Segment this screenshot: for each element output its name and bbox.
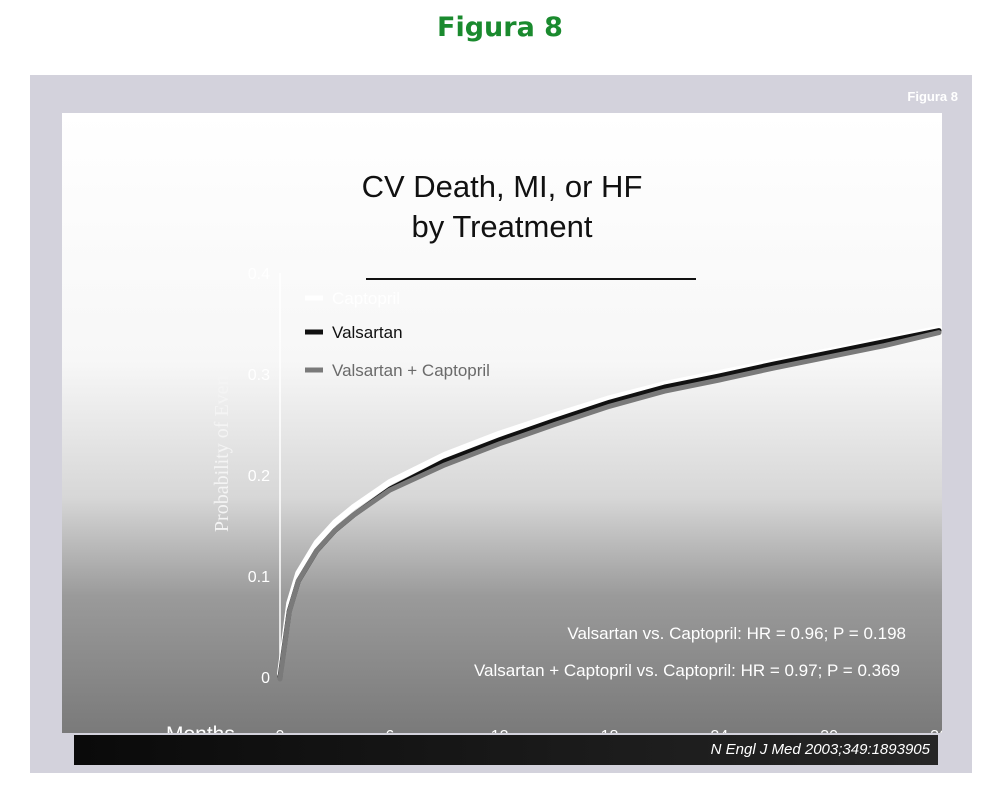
x-tick-label: 24 xyxy=(710,728,728,733)
figure-caption: Figura 8 xyxy=(437,12,563,43)
y-axis-label: Probability of Event xyxy=(211,369,233,532)
annotation-valsartan-vs-captopril: Valsartan vs. Captopril: HR = 0.96; P = … xyxy=(567,624,906,643)
legend: Captopril Valsartan Valsartan + Captopri… xyxy=(305,289,490,380)
slide-title-line2: by Treatment xyxy=(411,209,593,244)
title-underline xyxy=(366,278,696,280)
y-tick-label: 0.3 xyxy=(248,367,270,384)
legend-label-captopril: Captopril xyxy=(332,289,400,308)
citation: N Engl J Med 2003;349:1893905 xyxy=(710,741,930,758)
annotation-combo-vs-captopril: Valsartan + Captopril vs. Captopril: HR … xyxy=(474,661,900,680)
legend-label-combo: Valsartan + Captopril xyxy=(332,361,490,380)
series-line-captopril xyxy=(277,325,942,677)
x-tick-label: 30 xyxy=(820,728,838,733)
y-tick-label: 0.1 xyxy=(248,569,270,586)
x-axis-label: Months xyxy=(166,723,235,733)
y-tick-label: 0.4 xyxy=(248,266,270,283)
citation-bar: N Engl J Med 2003;349:1893905 xyxy=(74,735,938,765)
slide-corner-label: Figura 8 xyxy=(907,89,958,104)
chart-canvas: Probability of Event Months 0 0.1 0.2 0.3 0.… xyxy=(166,266,942,733)
legend-label-valsartan: Valsartan xyxy=(332,323,403,342)
y-tick-label: 0.2 xyxy=(248,468,270,485)
x-tick-label: 6 xyxy=(385,728,394,733)
slide-frame: Figura 8 CV Death, MI, or HF by Treatmen… xyxy=(30,75,972,773)
x-tick-label: 36 xyxy=(930,728,942,733)
x-tick-label: 0 xyxy=(276,728,285,733)
series-line-valsartan-captopril xyxy=(277,330,942,682)
y-tick-label: 0 xyxy=(261,670,270,687)
x-tick-label: 12 xyxy=(491,728,509,733)
slide-panel: CV Death, MI, or HF by Treatment Probabi… xyxy=(62,113,942,733)
x-tick-label: 18 xyxy=(601,728,619,733)
slide-title-line1: CV Death, MI, or HF xyxy=(361,169,643,204)
